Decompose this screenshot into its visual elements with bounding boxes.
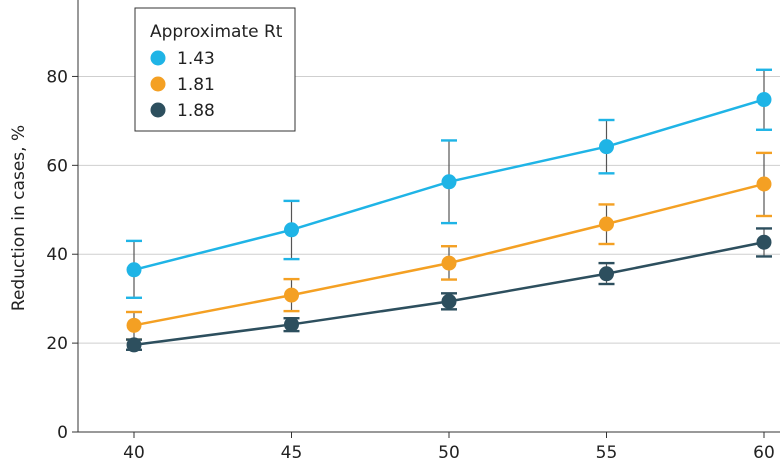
data-point — [126, 317, 142, 333]
data-point — [441, 174, 457, 190]
x-tick-label: 60 — [753, 443, 775, 463]
legend-items: 1.43 1.81 1.88 — [150, 49, 215, 121]
legend-marker — [150, 50, 166, 66]
x-tick-label: 40 — [123, 443, 145, 463]
data-point — [441, 293, 457, 309]
data-point — [284, 287, 299, 303]
y-tick-label: 0 — [57, 423, 68, 443]
x-tick-label: 45 — [281, 443, 303, 463]
legend-marker — [150, 76, 166, 92]
series-1.43 — [126, 68, 772, 299]
legend-label: 1.43 — [177, 49, 215, 69]
data-point — [441, 255, 457, 271]
data-point — [756, 234, 772, 250]
y-axis-label: Reduction in cases, % — [9, 125, 29, 311]
data-point — [126, 337, 142, 353]
axis-layer: 0 20 40 60 80 40 45 50 55 60 — [46, 0, 780, 463]
legend-marker — [150, 102, 166, 118]
data-point — [599, 266, 614, 282]
series-1.81 — [126, 151, 772, 341]
y-tick-label: 40 — [46, 245, 68, 265]
y-tick-label: 20 — [46, 334, 68, 354]
data-point — [756, 92, 772, 108]
data-point — [126, 262, 142, 278]
data-point — [284, 316, 299, 332]
legend-label: 1.88 — [177, 101, 215, 121]
series-1.88 — [126, 227, 772, 353]
data-point — [599, 216, 614, 232]
legend: Approximate Rt 1.43 1.81 1.88 — [134, 7, 296, 132]
legend-label: 1.81 — [177, 75, 215, 95]
x-tick-label: 55 — [596, 443, 618, 463]
y-tick-label: 60 — [46, 156, 68, 176]
legend-title: Approximate Rt — [150, 22, 283, 42]
x-tick-label: 50 — [438, 443, 460, 463]
data-point — [599, 139, 614, 155]
y-tick-label: 80 — [46, 67, 68, 87]
series-layer — [126, 68, 772, 353]
data-point — [756, 176, 772, 192]
data-point — [284, 222, 299, 238]
